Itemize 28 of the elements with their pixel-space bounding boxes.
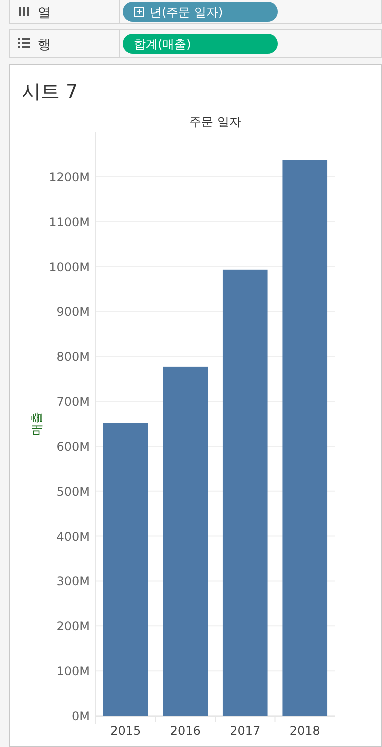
y-tick-label: 700M (56, 395, 90, 410)
text: 합계(매출) (134, 38, 192, 52)
x-tick-label: 2017 (230, 724, 261, 738)
bar (222, 270, 268, 716)
y-tick-label: 800M (56, 350, 90, 364)
y-tick-label: 0M (72, 710, 90, 724)
x-tick-label: 2016 (170, 724, 201, 738)
bar (103, 423, 148, 716)
y-tick-label: 1100M (49, 215, 90, 230)
y-tick-label: 900M (56, 305, 90, 320)
x-axis-title: 주문 일자 (190, 115, 242, 129)
x-tick-label: 2018 (290, 724, 320, 738)
text: 열 (38, 6, 51, 21)
bar (282, 160, 328, 716)
chart-title: 시트 7 (22, 81, 78, 103)
bar (163, 366, 208, 716)
y-tick-label: 500M (56, 484, 90, 499)
y-tick-label: 1000M (49, 260, 90, 274)
y-tick-label: 400M (56, 530, 90, 544)
x-tick-label: 2015 (110, 724, 142, 738)
y-tick-label: 300M (56, 574, 90, 589)
y-tick-label: 600M (56, 440, 90, 454)
y-tick-label: 200M (56, 620, 90, 634)
y-tick-label: 100M (56, 664, 90, 679)
text: 행 (38, 38, 51, 53)
text: 년(주문 일자) (150, 6, 224, 20)
y-tick-label: 1200M (49, 170, 90, 184)
y-axis-title: 매출 (30, 412, 44, 436)
